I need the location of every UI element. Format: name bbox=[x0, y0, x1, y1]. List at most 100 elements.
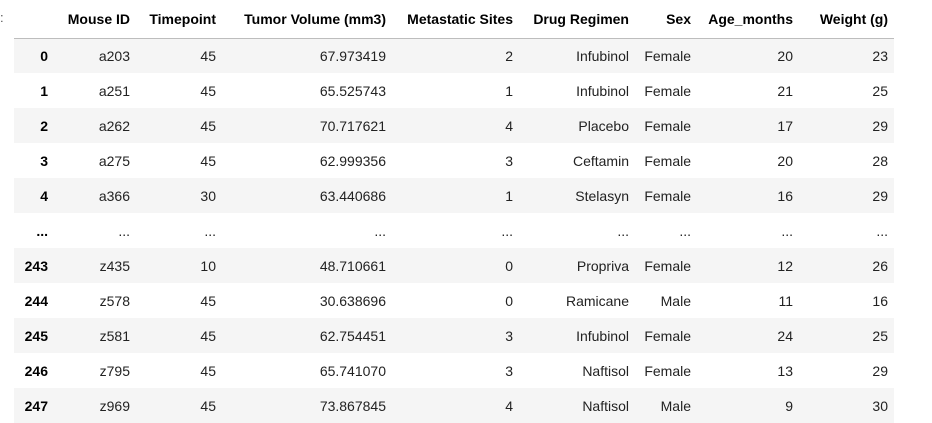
mouse-id-cell: z578 bbox=[99, 292, 130, 309]
sex-cell: Female bbox=[644, 327, 691, 344]
mouse-id-cell: a275 bbox=[98, 152, 130, 169]
column-header-sex: Sex bbox=[635, 0, 697, 39]
tumor-volume-cell: 48.710661 bbox=[319, 257, 386, 274]
dataframe-table: Mouse ID Timepoint Tumor Volume (mm3) Me… bbox=[14, 0, 894, 423]
age-months-cell: ... bbox=[781, 222, 793, 239]
tumor-volume-cell: 62.754451 bbox=[319, 327, 386, 344]
row-index: 245 bbox=[24, 327, 48, 344]
row-index: 247 bbox=[24, 397, 48, 414]
weight-cell: 29 bbox=[872, 187, 888, 204]
sex-cell: Male bbox=[660, 292, 691, 309]
drug-regimen-cell: Ceftamin bbox=[572, 152, 629, 169]
sex-cell: Female bbox=[644, 257, 691, 274]
weight-cell: 25 bbox=[872, 82, 888, 99]
table-header: Mouse ID Timepoint Tumor Volume (mm3) Me… bbox=[14, 0, 894, 39]
sex-cell: Female bbox=[644, 362, 691, 379]
sex-cell: Female bbox=[644, 82, 691, 99]
weight-cell: 29 bbox=[872, 117, 888, 134]
mouse-id-cell: z581 bbox=[99, 327, 130, 344]
tumor-volume-cell: 62.999356 bbox=[319, 152, 386, 169]
sex-cell: Female bbox=[644, 117, 691, 134]
age-months-cell: 17 bbox=[777, 117, 793, 134]
sex-cell: Female bbox=[644, 187, 691, 204]
table-row: 246 z795 45 65.741070 3 Naftisol Female 13 29 bbox=[14, 353, 894, 388]
timepoint-cell: 45 bbox=[200, 152, 216, 169]
age-months-cell: 11 bbox=[778, 292, 793, 309]
age-months-cell: 9 bbox=[785, 397, 793, 414]
header-row: Mouse ID Timepoint Tumor Volume (mm3) Me… bbox=[14, 0, 894, 39]
weight-cell: 16 bbox=[872, 292, 888, 309]
drug-regimen-cell: Infubinol bbox=[576, 82, 629, 99]
table-row: ........................... bbox=[14, 213, 894, 248]
weight-cell: 28 bbox=[872, 152, 888, 169]
tumor-volume-cell: 65.741070 bbox=[319, 362, 386, 379]
drug-regimen-cell: Infubinol bbox=[576, 47, 629, 64]
table-row: 247 z969 45 73.867845 4 Naftisol Male 9 30 bbox=[14, 388, 894, 423]
table-row: 244 z578 45 30.638696 0 Ramicane Male 11 16 bbox=[14, 283, 894, 318]
table-row: 245 z581 45 62.754451 3 Infubinol Female 24 25 bbox=[14, 318, 894, 353]
drug-regimen-cell: Naftisol bbox=[582, 362, 629, 379]
tumor-volume-cell: 63.440686 bbox=[319, 187, 386, 204]
mouse-id-cell: a366 bbox=[98, 187, 130, 204]
timepoint-cell: 45 bbox=[200, 327, 216, 344]
column-header-tumor-volume: Tumor Volume (mm3) bbox=[222, 0, 392, 39]
table-row: 3 a275 45 62.999356 3 Ceftamin Female 20 28 bbox=[14, 143, 894, 178]
column-header-drug-regimen: Drug Regimen bbox=[519, 0, 635, 39]
age-months-cell: 16 bbox=[777, 187, 793, 204]
row-index: ... bbox=[36, 222, 48, 239]
row-index: 0 bbox=[40, 47, 48, 64]
column-header-weight: Weight (g) bbox=[799, 0, 894, 39]
weight-cell: 29 bbox=[872, 362, 888, 379]
metastatic-sites-cell: 3 bbox=[505, 152, 513, 169]
row-index: 3 bbox=[40, 152, 48, 169]
row-index: 4 bbox=[40, 187, 48, 204]
timepoint-cell: 45 bbox=[200, 47, 216, 64]
timepoint-cell: 10 bbox=[200, 257, 216, 274]
age-months-cell: 20 bbox=[777, 47, 793, 64]
metastatic-sites-cell: 0 bbox=[505, 292, 513, 309]
metastatic-sites-cell: 3 bbox=[505, 362, 513, 379]
table-row: 0 a203 45 67.973419 2 Infubinol Female 20 23 bbox=[14, 38, 894, 73]
mouse-id-cell: a203 bbox=[98, 47, 130, 64]
tumor-volume-cell: 65.525743 bbox=[319, 82, 386, 99]
timepoint-cell: 45 bbox=[200, 362, 216, 379]
metastatic-sites-cell: 2 bbox=[505, 47, 513, 64]
mouse-id-cell: z795 bbox=[99, 362, 130, 379]
metastatic-sites-cell: 1 bbox=[505, 82, 513, 99]
drug-regimen-cell: Placebo bbox=[578, 117, 629, 134]
timepoint-cell: 30 bbox=[200, 187, 216, 204]
drug-regimen-cell: Propriva bbox=[576, 257, 629, 274]
row-index: 1 bbox=[40, 82, 48, 99]
timepoint-cell: ... bbox=[204, 222, 216, 239]
table-row: 4 a366 30 63.440686 1 Stelasyn Female 16 29 bbox=[14, 178, 894, 213]
drug-regimen-cell: Ramicane bbox=[565, 292, 629, 309]
drug-regimen-cell: Stelasyn bbox=[575, 187, 629, 204]
metastatic-sites-cell: 3 bbox=[505, 327, 513, 344]
weight-cell: 30 bbox=[872, 397, 888, 414]
table-row: 243 z435 10 48.710661 0 Propriva Female 12 26 bbox=[14, 248, 894, 283]
metastatic-sites-cell: ... bbox=[501, 222, 513, 239]
row-index: 246 bbox=[24, 362, 48, 379]
metastatic-sites-cell: 0 bbox=[505, 257, 513, 274]
row-index: 244 bbox=[24, 292, 48, 309]
age-months-cell: 13 bbox=[777, 362, 793, 379]
mouse-id-cell: z435 bbox=[99, 257, 130, 274]
age-months-cell: 24 bbox=[777, 327, 793, 344]
age-months-cell: 21 bbox=[777, 82, 793, 99]
mouse-id-cell: z969 bbox=[99, 397, 130, 414]
metastatic-sites-cell: 1 bbox=[505, 187, 513, 204]
table-body: 0 a203 45 67.973419 2 Infubinol Female 20 23 1 a25… bbox=[14, 38, 894, 423]
timepoint-cell: 45 bbox=[200, 397, 216, 414]
mouse-id-cell: ... bbox=[118, 222, 130, 239]
mouse-id-cell: a251 bbox=[98, 82, 130, 99]
metastatic-sites-cell: 4 bbox=[505, 117, 513, 134]
drug-regimen-cell: ... bbox=[617, 222, 629, 239]
weight-cell: 23 bbox=[872, 47, 888, 64]
age-months-cell: 20 bbox=[777, 152, 793, 169]
weight-cell: ... bbox=[876, 222, 888, 239]
table-row: 2 a262 45 70.717621 4 Placebo Female 17 29 bbox=[14, 108, 894, 143]
timepoint-cell: 45 bbox=[200, 117, 216, 134]
metastatic-sites-cell: 4 bbox=[505, 397, 513, 414]
column-header-timepoint: Timepoint bbox=[136, 0, 222, 39]
sex-cell: Male bbox=[660, 397, 691, 414]
